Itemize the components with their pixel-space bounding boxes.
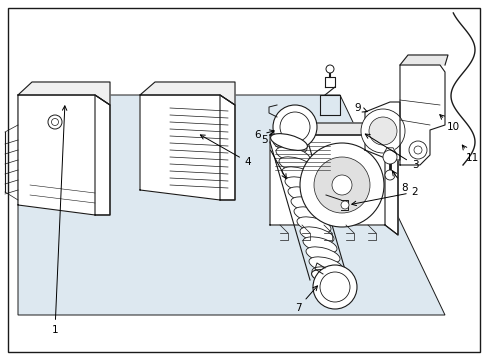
Circle shape [408,141,426,159]
Circle shape [48,115,62,129]
Circle shape [299,143,383,227]
Ellipse shape [279,157,312,173]
Ellipse shape [275,147,309,163]
Text: 11: 11 [461,145,478,163]
Ellipse shape [285,177,318,193]
Polygon shape [140,82,235,105]
Ellipse shape [290,197,325,213]
Ellipse shape [296,217,330,233]
Circle shape [384,170,394,180]
Ellipse shape [299,227,333,243]
Circle shape [280,112,309,142]
Circle shape [360,109,404,153]
Circle shape [319,272,349,302]
Circle shape [312,265,356,309]
Text: 4: 4 [200,135,251,167]
Ellipse shape [287,187,321,203]
Text: 1: 1 [52,106,67,335]
Circle shape [413,146,421,154]
Circle shape [340,201,348,209]
Ellipse shape [305,247,339,263]
Polygon shape [364,102,399,160]
Circle shape [313,157,369,213]
Polygon shape [18,82,110,105]
Text: 8: 8 [391,171,407,193]
Circle shape [382,150,396,164]
Ellipse shape [311,267,346,283]
Text: 5: 5 [261,135,285,179]
Ellipse shape [293,207,327,223]
Text: 9: 9 [354,103,366,113]
Text: 3: 3 [365,134,417,170]
Polygon shape [399,65,444,165]
Circle shape [272,105,316,149]
Text: 2: 2 [351,187,417,206]
Polygon shape [269,135,397,235]
Ellipse shape [308,257,342,273]
Text: 7: 7 [294,286,317,313]
Text: 6: 6 [254,130,274,140]
Circle shape [51,118,59,126]
Circle shape [368,117,396,145]
Ellipse shape [272,137,306,153]
Circle shape [325,65,333,73]
Circle shape [331,175,351,195]
Polygon shape [18,95,444,315]
Ellipse shape [311,270,348,286]
Polygon shape [140,95,235,200]
Text: 10: 10 [439,114,459,132]
Polygon shape [383,148,395,158]
Polygon shape [269,123,397,145]
Ellipse shape [270,134,307,150]
Ellipse shape [282,167,315,183]
Ellipse shape [303,237,336,253]
Polygon shape [399,55,447,65]
Polygon shape [18,95,110,215]
